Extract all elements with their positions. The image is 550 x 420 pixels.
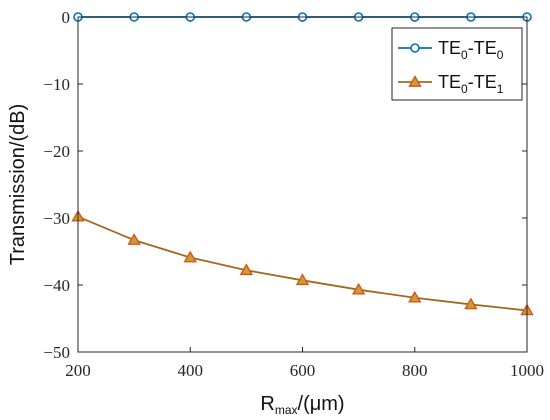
data-point-triangle (408, 75, 422, 87)
data-point-triangle (351, 282, 366, 295)
x-axis-label-rest: /(μm) (298, 393, 345, 415)
data-point-triangle (295, 273, 310, 286)
y-axis-label: Transmission/(dB) (7, 104, 29, 266)
axes-box (77, 16, 528, 353)
data-point-triangle (464, 297, 478, 310)
axis-ticks: 200 400 600 800 1000 0 −10 −20 −30 −40 −50 (43, 8, 544, 380)
data-point-triangle (408, 290, 422, 303)
data-point-triangle (239, 263, 254, 276)
legend-label: TE0-TE1 (438, 72, 504, 96)
legend-item: TE0-TE0 (398, 38, 504, 62)
data-point-triangle (127, 233, 141, 245)
x-tick-label: 1000 (510, 361, 544, 380)
x-axis-label-sub: max (275, 403, 298, 417)
legend-box (391, 27, 523, 101)
y-tick-label: −50 (43, 343, 70, 362)
y-tick-label: −30 (43, 209, 70, 228)
y-tick-label: −40 (43, 276, 70, 295)
x-axis-label: Rmax/(μm) (260, 393, 344, 417)
legend: TE0-TE0 TE0-TE1 (391, 27, 523, 101)
x-tick-label: 600 (290, 361, 316, 380)
x-tick-label: 400 (178, 361, 204, 380)
legend-label: TE0-TE0 (438, 38, 504, 62)
y-tick-label: 0 (62, 8, 71, 27)
axis-frame (77, 16, 528, 353)
y-tick-label: −20 (43, 142, 70, 161)
x-axis-label-main: R (260, 393, 274, 415)
x-tick-label: 800 (402, 361, 428, 380)
y-tick-label: −10 (43, 75, 70, 94)
series-2 (71, 209, 534, 316)
data-point-circle (410, 43, 420, 53)
x-tick-label: 200 (65, 361, 91, 380)
legend-item: TE0-TE1 (398, 72, 504, 96)
data-point-triangle (183, 250, 197, 263)
